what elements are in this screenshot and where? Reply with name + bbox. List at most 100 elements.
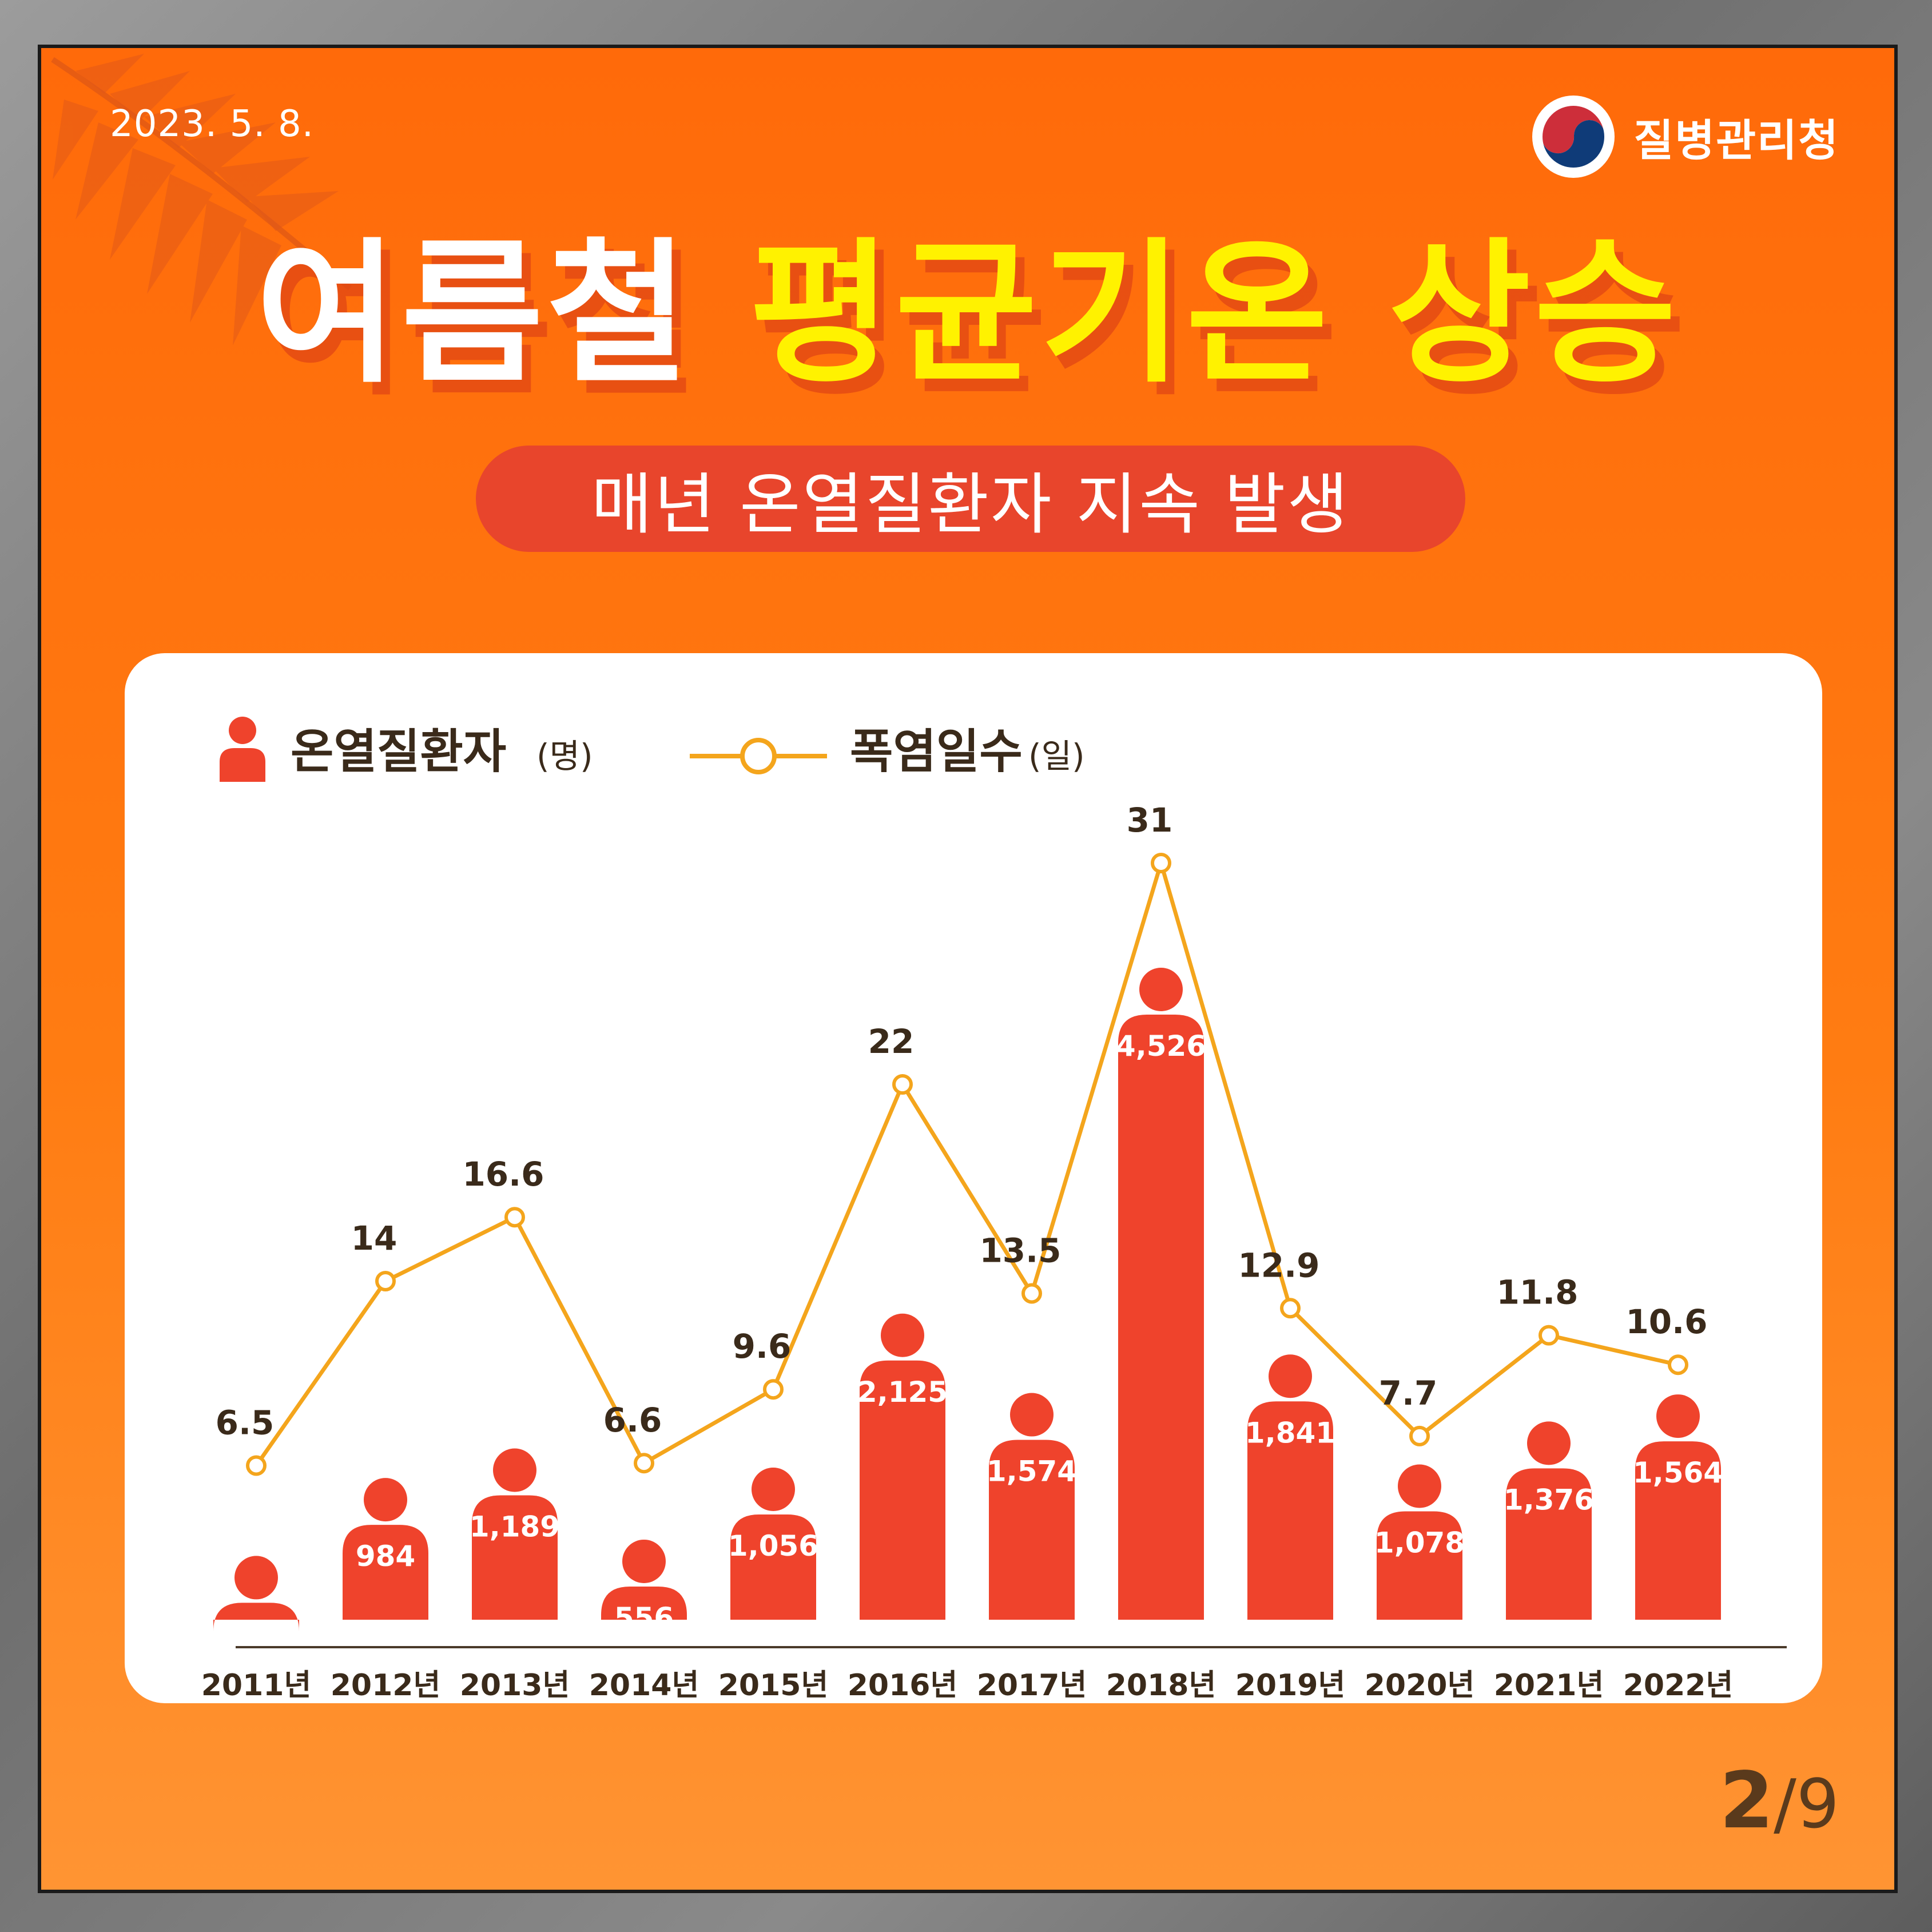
bar-8: 4,526 — [1116, 968, 1206, 1620]
line-value-label: 9.6 — [733, 1327, 792, 1366]
line-value-label: 14 — [351, 1219, 397, 1258]
bar-person-head — [1527, 1421, 1571, 1465]
chart-panel: 온열질환자 (명) 폭염일수 (일) 443 984 1,189 556 1,056 2,… — [125, 653, 1822, 1703]
x-tick-label: 2020년 — [1365, 1668, 1475, 1703]
bar-person-head — [234, 1556, 278, 1600]
bar-person-head — [752, 1468, 795, 1512]
bar-person-head — [1010, 1393, 1054, 1437]
x-tick-label: 2014년 — [589, 1668, 699, 1703]
legend-line-unit: (일) — [1028, 737, 1085, 776]
bar-series: 443 984 1,189 556 1,056 2,125 1,574 4,526 1,841 1… — [213, 968, 1723, 1651]
bar-value-label: 1,376 — [1504, 1483, 1594, 1516]
bar-1: 443 — [213, 1556, 299, 1651]
legend-bar-unit: (명) — [536, 737, 593, 776]
bar-person-head — [493, 1448, 536, 1492]
bar-6: 2,125 — [857, 1313, 948, 1620]
line-point — [1151, 853, 1171, 873]
bar-value-label: 1,841 — [1245, 1416, 1335, 1449]
legend: 온열질환자 (명) 폭염일수 (일) — [220, 717, 1085, 782]
x-tick-label: 2013년 — [460, 1668, 570, 1703]
bar-value-label: 2,125 — [857, 1376, 948, 1409]
bar-body — [472, 1495, 558, 1620]
bar-person-head — [364, 1478, 407, 1522]
bar-person-head — [1139, 968, 1183, 1011]
title-part-white: 여름철 — [256, 224, 693, 404]
line-value-label: 6.6 — [603, 1401, 662, 1440]
bar-body — [1506, 1468, 1592, 1620]
infographic-card: 2023. 5. 8. 질병관리청 여름철 평균기온 상승 매년 온열질환자 지… — [41, 48, 1894, 1890]
line-value-label: 10.6 — [1625, 1302, 1707, 1341]
title-part-highlight: 평균기온 상승 — [749, 224, 1680, 404]
subtitle-pill: 매년 온열질환자 지속 발생 — [476, 446, 1465, 552]
line-value-label: 11.8 — [1496, 1273, 1578, 1312]
line-point — [1280, 1298, 1301, 1319]
bar-11: 1,376 — [1504, 1421, 1594, 1620]
bar-body — [601, 1586, 687, 1620]
bar-value-label: 1,564 — [1633, 1456, 1723, 1489]
bar-body — [1635, 1441, 1721, 1620]
bar-value-label: 556 — [614, 1601, 674, 1635]
palm-leaf-decoration — [51, 54, 352, 345]
bar-body — [989, 1440, 1075, 1620]
page-separator: / — [1774, 1764, 1796, 1843]
line-point — [246, 1455, 267, 1476]
page-indicator: 2/9 — [1720, 1756, 1839, 1846]
line-point — [504, 1207, 525, 1228]
line-point — [892, 1074, 913, 1095]
page-current: 2 — [1719, 1756, 1774, 1846]
agency-logo: 질병관리청 — [1531, 94, 1839, 180]
x-tick-label: 2012년 — [331, 1668, 441, 1703]
bar-body — [860, 1360, 945, 1620]
bar-12: 1,564 — [1633, 1394, 1723, 1620]
x-tick-label: 2016년 — [848, 1668, 958, 1703]
chart: 온열질환자 (명) 폭염일수 (일) 443 984 1,189 556 1,056 2,… — [201, 717, 1787, 1703]
x-tick-label: 2017년 — [977, 1668, 1087, 1703]
line-value-label: 12.9 — [1238, 1246, 1319, 1285]
bar-10: 1,078 — [1374, 1464, 1465, 1620]
bar-5: 1,056 — [728, 1468, 818, 1620]
line-value-label: 7.7 — [1379, 1374, 1438, 1413]
legend-person-icon — [220, 717, 265, 782]
bar-value-label: 984 — [356, 1540, 415, 1573]
x-tick-label: 2022년 — [1623, 1668, 1734, 1703]
bar-value-label: 4,526 — [1116, 1029, 1206, 1063]
page-total: 9 — [1796, 1764, 1839, 1843]
legend-line-label: 폭염일수 — [850, 725, 1023, 779]
legend-bar-label: 온열질환자 — [291, 725, 506, 779]
x-tick-label: 2021년 — [1494, 1668, 1604, 1703]
bar-person-head — [1269, 1354, 1312, 1398]
bar-body — [1377, 1511, 1462, 1620]
bar-body — [730, 1514, 816, 1620]
publish-date: 2023. 5. 8. — [110, 103, 315, 145]
line-point — [634, 1453, 654, 1474]
x-tick-label: 2019년 — [1235, 1668, 1346, 1703]
bar-9: 1,841 — [1245, 1354, 1335, 1620]
bar-value-label: 1,056 — [728, 1529, 818, 1563]
bar-body — [1247, 1401, 1333, 1620]
line-point — [1539, 1325, 1559, 1346]
bar-person-head — [1656, 1394, 1700, 1438]
bar-value-label: 1,078 — [1374, 1526, 1465, 1559]
bar-3: 1,189 — [470, 1448, 560, 1620]
bar-4: 556 — [601, 1539, 687, 1635]
line-point — [1021, 1283, 1042, 1304]
bar-7: 1,574 — [987, 1393, 1077, 1620]
line-point — [1668, 1354, 1688, 1376]
x-tick-label: 2018년 — [1106, 1668, 1217, 1703]
line-value-label: 31 — [1127, 801, 1173, 840]
line-value-label: 6.5 — [216, 1404, 275, 1442]
bar-2: 984 — [343, 1478, 428, 1620]
bar-body — [343, 1525, 428, 1620]
agency-name: 질병관리청 — [1633, 115, 1839, 166]
bar-value-label: 443 — [226, 1617, 286, 1651]
bar-value-label: 1,574 — [987, 1455, 1077, 1488]
legend-line-icon — [690, 738, 827, 774]
x-axis-ticks: 2011년 2012년 2013년 2014년 2015년 2016년 2017년 2018년… — [201, 1668, 1734, 1703]
x-tick-label: 2011년 — [201, 1668, 312, 1703]
line-value-label: 16.6 — [462, 1155, 544, 1194]
line-value-label: 22 — [868, 1022, 915, 1061]
line-point — [763, 1379, 784, 1400]
line-series: 6.5 14 16.6 6.6 9.6 22 13.5 31 12.9 7.7 11.8 10.6 — [216, 801, 1708, 1476]
bar-person-head — [622, 1539, 666, 1583]
page-title: 여름철 평균기온 상승 — [41, 237, 1894, 391]
